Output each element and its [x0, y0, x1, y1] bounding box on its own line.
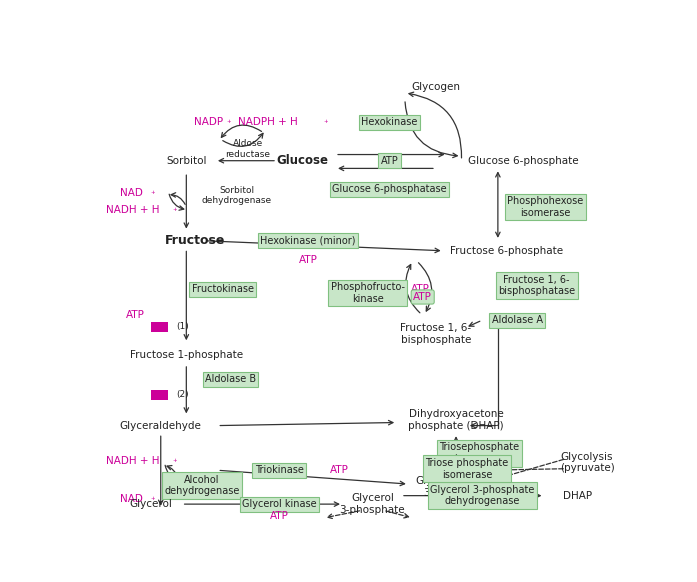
Text: Glucose: Glucose	[277, 154, 328, 167]
Text: Dihydroxyacetone
phosphate (DHAP): Dihydroxyacetone phosphate (DHAP)	[408, 409, 504, 431]
Text: Fructose 6-phosphate: Fructose 6-phosphate	[450, 246, 563, 256]
Text: Triokinase: Triokinase	[255, 465, 304, 475]
Text: $^+$: $^+$	[171, 457, 178, 466]
Text: Hexokinase: Hexokinase	[361, 117, 418, 127]
Text: Glycerol 3-phosphate
dehydrogenase: Glycerol 3-phosphate dehydrogenase	[430, 485, 535, 506]
Text: ATP: ATP	[125, 310, 144, 320]
Text: Triosephosphate
isomerase: Triosephosphate isomerase	[439, 442, 519, 464]
Text: ATP: ATP	[413, 292, 432, 302]
Text: Sorbitol: Sorbitol	[166, 156, 206, 166]
Text: Fructose: Fructose	[164, 235, 225, 247]
Text: $^+$: $^+$	[171, 206, 178, 215]
Text: Glyceraldehyde: Glyceraldehyde	[120, 421, 201, 431]
Text: Glycerol kinase: Glycerol kinase	[242, 499, 316, 509]
Text: ATP: ATP	[381, 156, 398, 166]
Text: ATP: ATP	[270, 512, 289, 521]
Text: $^+$: $^+$	[149, 189, 156, 198]
Text: NADH + H: NADH + H	[107, 456, 160, 466]
Text: Sorbitol
dehydrogenase: Sorbitol dehydrogenase	[201, 186, 272, 205]
Text: Glycerol
3-phosphate: Glycerol 3-phosphate	[339, 494, 405, 515]
Text: ATP: ATP	[330, 465, 348, 475]
Text: NADPH + H: NADPH + H	[238, 117, 298, 127]
Text: ATP: ATP	[298, 255, 317, 265]
Text: Fructokinase: Fructokinase	[192, 284, 254, 294]
Text: (1): (1)	[176, 322, 189, 331]
Text: Aldose
reductase: Aldose reductase	[225, 140, 270, 159]
Text: Glyceraldehyde
3-phosphate: Glyceraldehyde 3-phosphate	[415, 477, 497, 498]
Text: $^+$: $^+$	[149, 496, 156, 505]
Text: Triose phosphate
isomerase: Triose phosphate isomerase	[425, 458, 509, 480]
Text: ATP: ATP	[411, 284, 430, 294]
Text: Fructose 1, 6-
bisphosphate: Fructose 1, 6- bisphosphate	[400, 323, 471, 345]
Text: Glucose 6-phosphate: Glucose 6-phosphate	[468, 156, 579, 166]
Text: Hexokinase (minor): Hexokinase (minor)	[260, 236, 355, 246]
Text: Glycolysis
(pyruvate): Glycolysis (pyruvate)	[560, 452, 614, 473]
Text: Glycerol: Glycerol	[129, 499, 172, 509]
Text: NADP: NADP	[194, 117, 223, 127]
Text: NAD: NAD	[120, 188, 143, 198]
Text: Glycogen: Glycogen	[411, 82, 461, 92]
Text: Glucose 6-phosphatase: Glucose 6-phosphatase	[332, 184, 447, 194]
Text: $^+$: $^+$	[322, 118, 329, 127]
Text: NADH + H: NADH + H	[107, 205, 160, 215]
Text: Fructose 1, 6-
bisphosphatase: Fructose 1, 6- bisphosphatase	[498, 275, 575, 296]
Text: Alcohol
dehydrogenase: Alcohol dehydrogenase	[164, 475, 240, 496]
Bar	[151, 322, 168, 332]
Text: NAD: NAD	[120, 495, 143, 505]
Text: Phosphohexose
isomerase: Phosphohexose isomerase	[507, 196, 583, 218]
Text: DHAP: DHAP	[563, 491, 592, 501]
Bar	[151, 390, 168, 400]
Text: Aldolase B: Aldolase B	[205, 374, 256, 384]
Text: Phosphofructo-
kinase: Phosphofructo- kinase	[330, 282, 405, 304]
Text: $^+$: $^+$	[225, 118, 232, 127]
Text: (2): (2)	[176, 391, 189, 399]
Text: Aldolase A: Aldolase A	[492, 315, 543, 325]
Text: Fructose 1-phosphate: Fructose 1-phosphate	[130, 350, 243, 360]
